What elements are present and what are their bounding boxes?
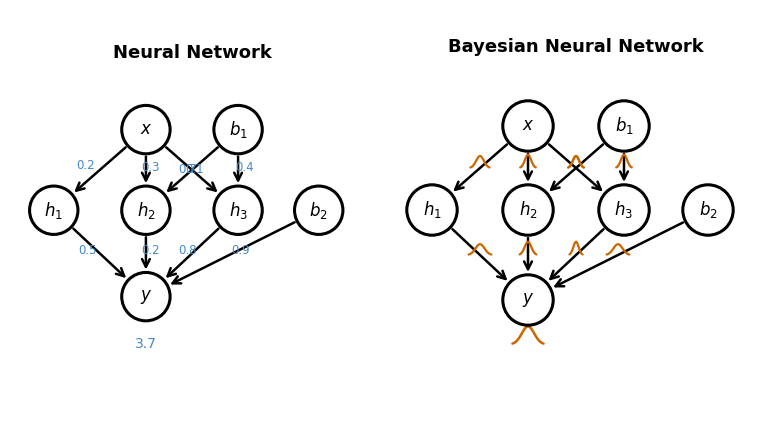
- Text: $b_2$: $b_2$: [310, 200, 328, 221]
- Text: 0.7: 0.7: [178, 163, 197, 176]
- Circle shape: [121, 273, 170, 321]
- Text: 0.1: 0.1: [186, 163, 204, 176]
- Text: $x$: $x$: [140, 121, 152, 138]
- Text: $x$: $x$: [521, 118, 535, 134]
- Circle shape: [214, 105, 262, 154]
- Text: 0.3: 0.3: [141, 161, 160, 174]
- Text: $b_2$: $b_2$: [699, 200, 717, 220]
- Text: $y$: $y$: [521, 291, 535, 309]
- Circle shape: [599, 185, 649, 235]
- Title: Neural Network: Neural Network: [113, 44, 271, 62]
- Circle shape: [683, 185, 733, 235]
- Text: $b_1$: $b_1$: [229, 119, 247, 140]
- Text: 0.2: 0.2: [141, 244, 160, 257]
- Text: 0.5: 0.5: [78, 244, 97, 257]
- Text: $h_1$: $h_1$: [422, 200, 442, 220]
- Circle shape: [214, 186, 262, 235]
- Circle shape: [503, 185, 553, 235]
- Circle shape: [503, 101, 553, 151]
- Circle shape: [29, 186, 78, 235]
- Text: $h_3$: $h_3$: [229, 200, 247, 221]
- Circle shape: [503, 275, 553, 325]
- Circle shape: [407, 185, 457, 235]
- Text: $h_2$: $h_2$: [518, 200, 538, 220]
- Text: $h_2$: $h_2$: [137, 200, 155, 221]
- Text: $h_1$: $h_1$: [45, 200, 63, 221]
- Text: 0.2: 0.2: [76, 159, 94, 172]
- Text: $b_1$: $b_1$: [614, 115, 634, 137]
- Circle shape: [599, 101, 649, 151]
- Circle shape: [294, 186, 343, 235]
- Circle shape: [121, 186, 170, 235]
- Text: $h_3$: $h_3$: [614, 200, 634, 220]
- Text: $y$: $y$: [140, 288, 152, 306]
- Text: 0.8: 0.8: [178, 244, 197, 257]
- Title: Bayesian Neural Network: Bayesian Neural Network: [448, 38, 704, 56]
- Circle shape: [121, 105, 170, 154]
- Text: 3.7: 3.7: [135, 337, 157, 351]
- Text: 0.9: 0.9: [232, 244, 250, 257]
- Text: 0.4: 0.4: [236, 161, 254, 174]
